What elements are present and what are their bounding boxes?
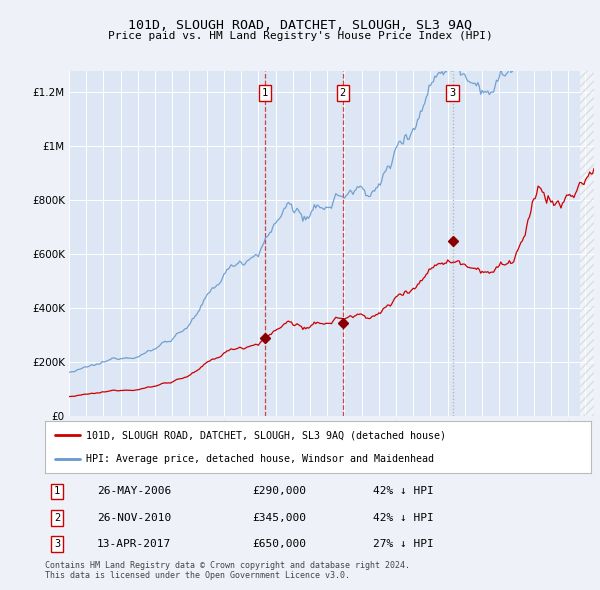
Text: This data is licensed under the Open Government Licence v3.0.: This data is licensed under the Open Gov…: [45, 571, 350, 580]
Polygon shape: [580, 71, 594, 416]
Text: HPI: Average price, detached house, Windsor and Maidenhead: HPI: Average price, detached house, Wind…: [86, 454, 434, 464]
Text: 26-MAY-2006: 26-MAY-2006: [97, 486, 171, 496]
Text: 26-NOV-2010: 26-NOV-2010: [97, 513, 171, 523]
Text: £290,000: £290,000: [253, 486, 307, 496]
Text: 2: 2: [54, 513, 60, 523]
Text: £650,000: £650,000: [253, 539, 307, 549]
Text: 3: 3: [54, 539, 60, 549]
Text: 27% ↓ HPI: 27% ↓ HPI: [373, 539, 433, 549]
Text: Price paid vs. HM Land Registry's House Price Index (HPI): Price paid vs. HM Land Registry's House …: [107, 31, 493, 41]
Text: 42% ↓ HPI: 42% ↓ HPI: [373, 513, 433, 523]
Text: 101D, SLOUGH ROAD, DATCHET, SLOUGH, SL3 9AQ (detached house): 101D, SLOUGH ROAD, DATCHET, SLOUGH, SL3 …: [86, 430, 446, 440]
Text: 2: 2: [340, 88, 346, 98]
Text: 1: 1: [54, 486, 60, 496]
Text: 3: 3: [449, 88, 455, 98]
Text: 42% ↓ HPI: 42% ↓ HPI: [373, 486, 433, 496]
Text: 13-APR-2017: 13-APR-2017: [97, 539, 171, 549]
Text: 1: 1: [262, 88, 268, 98]
Text: Contains HM Land Registry data © Crown copyright and database right 2024.: Contains HM Land Registry data © Crown c…: [45, 560, 410, 569]
Text: £345,000: £345,000: [253, 513, 307, 523]
Text: 101D, SLOUGH ROAD, DATCHET, SLOUGH, SL3 9AQ: 101D, SLOUGH ROAD, DATCHET, SLOUGH, SL3 …: [128, 19, 472, 32]
